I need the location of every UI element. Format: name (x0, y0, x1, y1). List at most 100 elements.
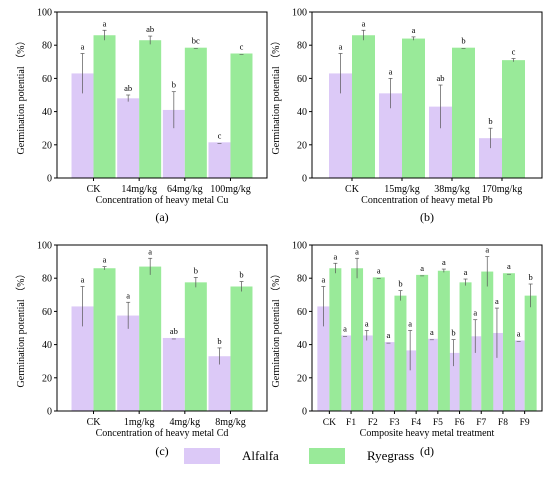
panel-1-xtick-label-0: CK (345, 184, 360, 195)
panel-3-sig-letter-alfalfa-5: a (430, 327, 434, 337)
panel-3-xlabel: Composite heavy metal treatment (360, 428, 495, 439)
panel-0-sig-letter-ryegrass-0: a (103, 18, 107, 28)
panel-3-bar-ryegrass-5 (437, 270, 450, 411)
panel-2-plot-frame (56, 244, 268, 412)
panel-3-sig-letter-alfalfa-7: a (473, 308, 477, 318)
panel-1-bar-ryegrass-3 (502, 60, 525, 178)
panel-3-ytick-label-2: 40 (297, 340, 307, 351)
panel-1-sig-letter-ryegrass-1: a (412, 25, 416, 35)
panel-1-letter: (b) (420, 210, 434, 224)
panel-3-xtick-label-1: F1 (346, 418, 356, 428)
panel-1-xtick-label-2: 38mg/kg (434, 184, 470, 195)
panel-2-bar-ryegrass-1 (139, 266, 162, 411)
panel-3-xtick-label-2: F2 (368, 418, 378, 428)
panel-3-sig-letter-ryegrass-6: a (464, 267, 468, 277)
panel-1-sig-letter-alfalfa-3: b (488, 116, 492, 126)
panel-2-ytick-label-2: 40 (42, 340, 52, 351)
panel-2-xtick-label-1: 1mg/kg (124, 417, 155, 428)
panel-3-bar-alfalfa-5 (425, 338, 438, 411)
panel-3-plot-frame (311, 244, 543, 412)
panel-0-sig-letter-alfalfa-3: c (218, 130, 222, 140)
panel-0-ytick-label-2: 40 (42, 107, 52, 118)
legend-swatch-ryegrass (309, 448, 345, 464)
panel-2-ytick-label-1: 20 (42, 373, 52, 384)
panel-2-bar-ryegrass-3 (230, 286, 253, 411)
panel-3-ytick-label-3: 60 (297, 307, 307, 318)
panel-3-bar-ryegrass-4 (416, 274, 429, 411)
panel-3-ytick-label-0: 0 (302, 407, 307, 418)
panel-3-sig-letter-alfalfa-4: a (408, 318, 412, 328)
panel-0-bar-ryegrass-2 (184, 47, 207, 178)
panel-3-bar-alfalfa-0 (317, 306, 330, 411)
legend-item-ryegrass: Ryegrass (309, 444, 414, 468)
panel-0-letter: (a) (155, 210, 168, 224)
panel-3-xtick-label-3: F3 (389, 418, 399, 428)
panel-1-bar-ryegrass-0 (352, 35, 375, 178)
panel-0-xtick-label-3: 100mg/kg (210, 184, 251, 195)
panel-2-sig-letter-ryegrass-3: b (239, 270, 243, 280)
panel-2-ylabel: Germination potential （%） (15, 269, 27, 388)
panel-1-xlabel: Concentration of heavy metal Pb (361, 195, 493, 206)
panel-2-ytick-label-0: 0 (47, 407, 52, 418)
panel-2-ytick-label-3: 60 (42, 307, 52, 318)
panel-3-bar-ryegrass-1 (351, 268, 364, 411)
panel-3-sig-letter-alfalfa-6: b (451, 328, 455, 338)
panel-1-sig-letter-ryegrass-0: a (362, 18, 366, 28)
panel-0-ytick-label-5: 100 (37, 8, 52, 19)
panel-3-ylabel: Germination potential （%） (270, 269, 282, 388)
panel-0-xtick-label-2: 64mg/kg (167, 184, 203, 195)
panel-0-sig-letter-alfalfa-2: b (172, 80, 176, 90)
panel-2-sig-letter-alfalfa-3: b (217, 336, 221, 346)
panel-2-xlabel: Concentration of heavy metal Cd (96, 428, 229, 439)
panel-3-sig-letter-ryegrass-7: a (485, 245, 489, 255)
panel-2-bar-ryegrass-2 (184, 282, 207, 411)
panel-2-xtick-label-3: 8mg/kg (215, 417, 246, 428)
panel-0-xlabel: Concentration of heavy metal Cu (96, 195, 229, 206)
panel-0-ytick-label-3: 60 (42, 74, 52, 85)
legend-item-alfalfa: Alfalfa (184, 444, 279, 468)
panel-2-bar-alfalfa-1 (117, 315, 140, 411)
legend: Alfalfa Ryegrass (0, 444, 550, 468)
panel-0-ytick-label-1: 20 (42, 140, 52, 151)
panel-0-sig-letter-alfalfa-1: ab (124, 83, 132, 93)
panel-1-ytick-label-2: 40 (297, 107, 307, 118)
panel-1-ytick-label-4: 80 (297, 41, 307, 52)
panel-0-sig-letter-ryegrass-2: bc (192, 36, 200, 46)
panel-2-sig-letter-ryegrass-2: b (194, 265, 198, 275)
panel-0-plot-frame (56, 11, 268, 179)
panel-3-bar-alfalfa-9 (512, 340, 525, 411)
panel-0-bar-alfalfa-1 (117, 98, 140, 178)
panel-3-xtick-label-7: F7 (476, 418, 486, 428)
panel-0-bar-ryegrass-0 (93, 35, 116, 178)
panel-3-ytick-label-4: 80 (297, 274, 307, 285)
panel-3-sig-letter-alfalfa-8: a (495, 296, 499, 306)
panel-0-ytick-label-0: 0 (47, 174, 52, 185)
panel-2-xtick-label-0: CK (87, 417, 102, 428)
panel-2-sig-letter-ryegrass-1: a (148, 246, 152, 256)
panel-0-bar-alfalfa-0 (71, 73, 94, 178)
panel-2-ytick-label-4: 80 (42, 274, 52, 285)
panel-1-bar-alfalfa-2 (429, 106, 452, 178)
panel-1-plot-frame (311, 11, 543, 179)
panel-1-bar-alfalfa-1 (379, 93, 402, 178)
panel-1-ytick-label-0: 0 (302, 174, 307, 185)
panel-0-sig-letter-ryegrass-1: ab (146, 24, 154, 34)
panel-0-bar-ryegrass-1 (139, 40, 162, 178)
panel-3-sig-letter-ryegrass-9: b (529, 272, 533, 282)
panel-3-bar-alfalfa-1 (339, 335, 352, 411)
panel-1-ytick-label-1: 20 (297, 140, 307, 151)
panel-1-xtick-label-1: 15mg/kg (384, 184, 420, 195)
panel-3-sig-letter-alfalfa-1: a (343, 323, 347, 333)
panel-1-xtick-label-3: 170mg/kg (482, 184, 523, 195)
panel-2-bar-alfalfa-3 (208, 356, 231, 411)
panel-3-xtick-label-6: F6 (455, 418, 465, 428)
panel-0-xtick-label-1: 14mg/kg (121, 184, 157, 195)
panel-1-ytick-label-3: 60 (297, 74, 307, 85)
panel-1-sig-letter-alfalfa-2: ab (436, 73, 444, 83)
panel-3-xtick-label-4: F4 (411, 418, 421, 428)
panel-3-bar-ryegrass-8 (502, 273, 515, 411)
panel-3-sig-letter-alfalfa-9: a (517, 328, 521, 338)
panel-3-bar-ryegrass-2 (372, 277, 385, 411)
panel-2-letter: (c) (155, 444, 168, 458)
